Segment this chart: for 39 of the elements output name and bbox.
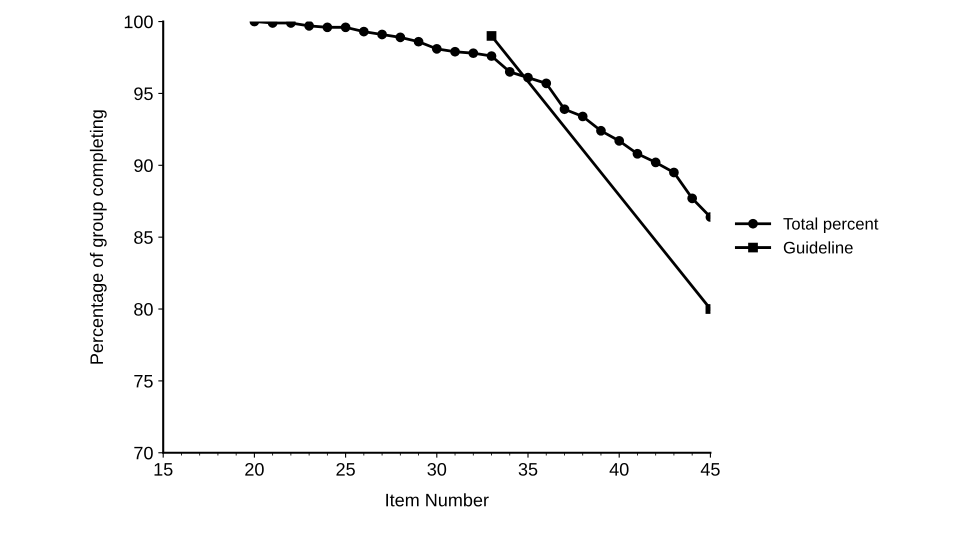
point [468, 48, 478, 58]
y-tick-label: 95 [134, 87, 153, 100]
point [560, 104, 570, 114]
y-tick-label: 80 [134, 302, 153, 316]
point [450, 46, 460, 57]
point [632, 148, 642, 159]
point [541, 78, 552, 88]
point [650, 158, 661, 168]
y-tick-label: 70 [134, 446, 153, 460]
x-axis-title: Item Number [386, 493, 489, 506]
x-tick-label: 20 [245, 462, 264, 476]
legend-label: Guideline [784, 241, 853, 254]
y-tick-label: 90 [134, 159, 153, 172]
point [304, 22, 314, 31]
y-tick-label: 75 [134, 375, 153, 388]
point [596, 126, 606, 136]
legend-label: Total percent [783, 217, 878, 233]
point [432, 44, 442, 54]
x-tick-label: 25 [336, 462, 355, 476]
point [340, 22, 350, 32]
point [358, 26, 369, 36]
point [614, 136, 624, 146]
point [504, 67, 515, 77]
y-tick-label: 100 [124, 15, 153, 28]
point [669, 168, 679, 178]
x-tick-label: 15 [154, 463, 172, 476]
x-tick-label: 35 [518, 462, 538, 476]
point [377, 30, 387, 40]
y-axis-title: Percentage of group completing [90, 110, 107, 364]
x-tick-label: 40 [610, 462, 629, 476]
point [578, 112, 588, 122]
point [322, 22, 332, 32]
x-tick-label: 30 [427, 462, 446, 476]
point [687, 193, 698, 204]
point [414, 36, 424, 47]
x-tick-label: 45 [700, 463, 720, 476]
point [486, 51, 496, 61]
y-tick-label: 85 [134, 231, 153, 244]
point [395, 32, 406, 42]
